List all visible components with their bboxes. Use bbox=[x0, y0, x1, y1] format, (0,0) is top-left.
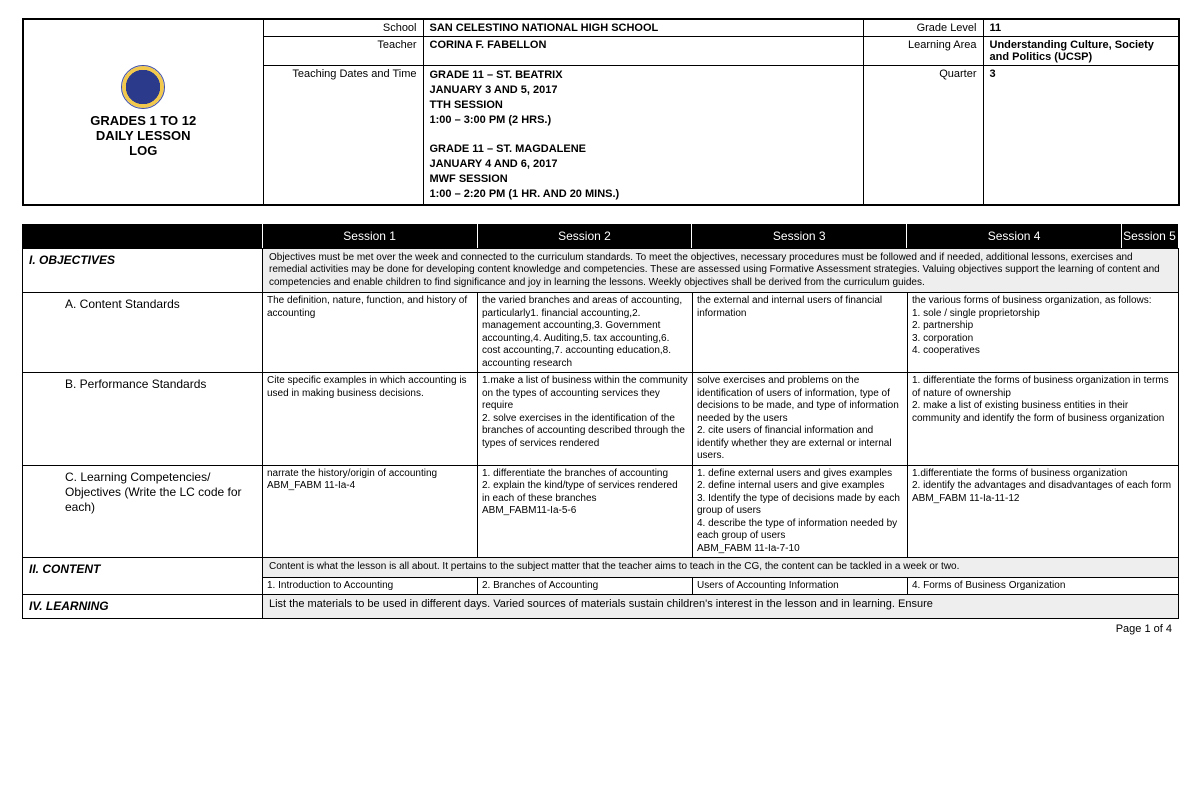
performance-standards-row: B. Performance Standards Cite specific e… bbox=[23, 373, 1179, 466]
grade-level-value: 11 bbox=[983, 19, 1179, 37]
page-number: Page 1 of 4 bbox=[22, 623, 1178, 635]
content-head: II. CONTENT bbox=[23, 558, 263, 595]
session-4: Session 4 bbox=[907, 224, 1122, 247]
teaching-dates-value: GRADE 11 – ST. BEATRIX JANUARY 3 AND 5, … bbox=[423, 66, 863, 205]
content-standards-s4: the various forms of business organizati… bbox=[908, 293, 1179, 373]
doc-title-line1: GRADES 1 TO 12 bbox=[30, 113, 257, 128]
content-s4: 4. Forms of Business Organization bbox=[908, 577, 1179, 595]
doc-title-line3: LOG bbox=[30, 143, 257, 158]
lesson-log-table: I. OBJECTIVES Objectives must be met ove… bbox=[22, 248, 1179, 620]
content-desc: Content is what the lesson is all about.… bbox=[263, 558, 1179, 578]
header-info-table: GRADES 1 TO 12 DAILY LESSON LOG School S… bbox=[22, 18, 1180, 206]
school-value: SAN CELESTINO NATIONAL HIGH SCHOOL bbox=[423, 19, 863, 37]
learning-competencies-s4: 1.differentiate the forms of business or… bbox=[908, 465, 1179, 558]
content-standards-s2: the varied branches and areas of account… bbox=[478, 293, 693, 373]
teaching-dates-label: Teaching Dates and Time bbox=[263, 66, 423, 205]
content-s3: Users of Accounting Information bbox=[693, 577, 908, 595]
performance-standards-s3: solve exercises and problems on the iden… bbox=[693, 373, 908, 466]
learning-competencies-s3: 1. define external users and gives examp… bbox=[693, 465, 908, 558]
quarter-label: Quarter bbox=[863, 66, 983, 205]
deped-logo-icon bbox=[121, 65, 165, 109]
performance-standards-s1: Cite specific examples in which accounti… bbox=[263, 373, 478, 466]
objectives-desc: Objectives must be met over the week and… bbox=[263, 248, 1179, 293]
content-standards-row: A. Content Standards The definition, nat… bbox=[23, 293, 1179, 373]
learning-desc: List the materials to be used in differe… bbox=[263, 595, 1179, 619]
performance-standards-s2: 1.make a list of business within the com… bbox=[478, 373, 693, 466]
learning-area-label: Learning Area bbox=[863, 37, 983, 66]
learning-head: IV. LEARNING bbox=[23, 595, 263, 619]
learning-resources-row: IV. LEARNING List the materials to be us… bbox=[23, 595, 1179, 619]
content-section-desc-row: II. CONTENT Content is what the lesson i… bbox=[23, 558, 1179, 578]
session-5: Session 5 bbox=[1121, 224, 1177, 247]
learning-competencies-s2: 1. differentiate the branches of account… bbox=[478, 465, 693, 558]
learning-competencies-row: C. Learning Competencies/ Objectives (Wr… bbox=[23, 465, 1179, 558]
session-3: Session 3 bbox=[692, 224, 907, 247]
session-header-row: Session 1 Session 2 Session 3 Session 4 … bbox=[22, 224, 1178, 248]
teacher-value: CORINA F. FABELLON bbox=[423, 37, 863, 66]
doc-title-line2: DAILY LESSON bbox=[30, 128, 257, 143]
content-s1: 1. Introduction to Accounting bbox=[263, 577, 478, 595]
grade-level-label: Grade Level bbox=[863, 19, 983, 37]
content-standards-s3: the external and internal users of finan… bbox=[693, 293, 908, 373]
session-1: Session 1 bbox=[262, 224, 477, 247]
content-s2: 2. Branches of Accounting bbox=[478, 577, 693, 595]
objectives-row: I. OBJECTIVES Objectives must be met ove… bbox=[23, 248, 1179, 293]
learning-area-value: Understanding Culture, Society and Polit… bbox=[983, 37, 1179, 66]
teacher-label: Teacher bbox=[263, 37, 423, 66]
content-standards-label: A. Content Standards bbox=[23, 293, 263, 373]
performance-standards-label: B. Performance Standards bbox=[23, 373, 263, 466]
performance-standards-s4: 1. differentiate the forms of business o… bbox=[908, 373, 1179, 466]
session-2: Session 2 bbox=[477, 224, 692, 247]
doc-title-cell: GRADES 1 TO 12 DAILY LESSON LOG bbox=[23, 19, 263, 205]
content-standards-s1: The definition, nature, function, and hi… bbox=[263, 293, 478, 373]
quarter-value: 3 bbox=[983, 66, 1179, 205]
session-blank bbox=[23, 224, 263, 247]
school-label: School bbox=[263, 19, 423, 37]
learning-competencies-s1: narrate the history/origin of accounting… bbox=[263, 465, 478, 558]
objectives-head: I. OBJECTIVES bbox=[23, 248, 263, 293]
learning-competencies-label: C. Learning Competencies/ Objectives (Wr… bbox=[23, 465, 263, 558]
